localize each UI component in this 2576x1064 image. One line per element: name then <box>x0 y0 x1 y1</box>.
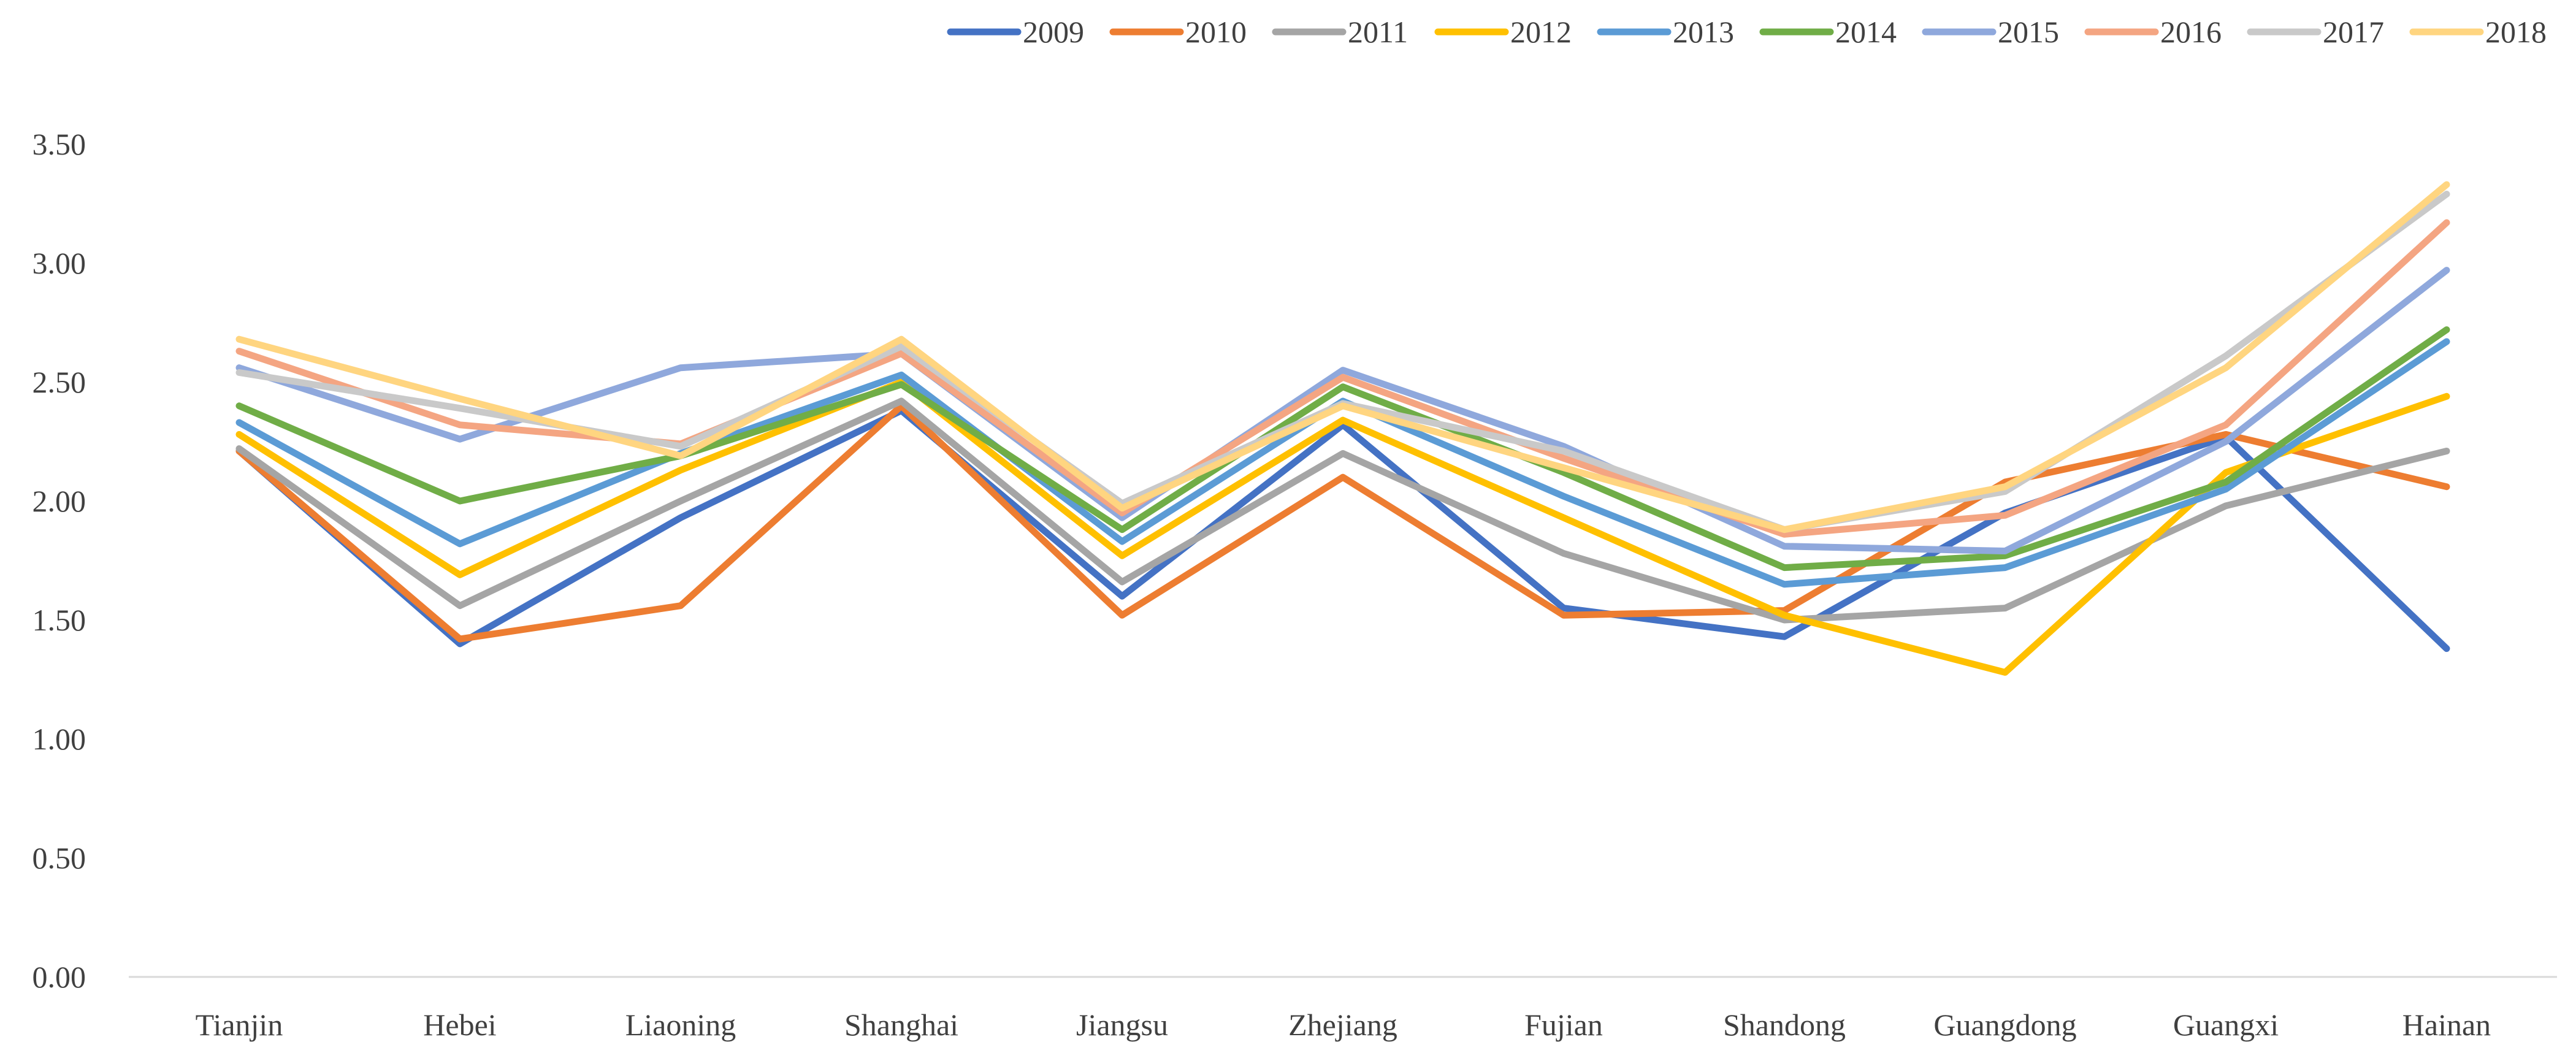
x-tick-label: Fujian <box>1524 1008 1603 1042</box>
x-tick-label: Liaoning <box>625 1008 736 1042</box>
y-tick-label: 2.50 <box>32 365 86 399</box>
series-line-2015 <box>235 267 2450 554</box>
y-tick-label: 0.00 <box>32 960 86 994</box>
x-tick-label: Guangdong <box>1933 1008 2076 1042</box>
legend-label-2009: 2009 <box>1023 15 1084 49</box>
axis-layer: 0.00 0.50 1.00 1.50 2.00 2.50 3.00 3.50 Tianjin H… <box>32 127 2557 1042</box>
legend-label-2011: 2011 <box>1348 15 1408 49</box>
series-line-2010 <box>235 402 2450 643</box>
legend-label-2018: 2018 <box>2485 15 2547 49</box>
y-tick-label: 1.50 <box>32 603 86 637</box>
x-tick-label: Guangxi <box>2173 1008 2279 1042</box>
x-tick-label: Shandong <box>1723 1008 1846 1042</box>
legend-label-2015: 2015 <box>1998 15 2059 49</box>
series-layer <box>235 181 2450 676</box>
x-tick-label: Zhejiang <box>1288 1008 1397 1042</box>
series-line-2014 <box>235 326 2450 572</box>
x-tick-label: Shanghai <box>844 1008 958 1042</box>
series-line-2016 <box>235 219 2450 538</box>
series-line-2018 <box>235 181 2450 534</box>
y-tick-label: 3.00 <box>32 246 86 280</box>
legend-label-2012: 2012 <box>1510 15 1572 49</box>
legend-label-2016: 2016 <box>2160 15 2222 49</box>
y-tick-label: 3.50 <box>32 127 86 161</box>
x-tick-label: Tianjin <box>196 1008 283 1042</box>
legend-label-2017: 2017 <box>2323 15 2384 49</box>
x-tick-label: Hebei <box>423 1008 496 1042</box>
y-tick-label: 2.00 <box>32 484 86 518</box>
y-tick-label: 0.50 <box>32 841 86 875</box>
legend-label-2010: 2010 <box>1185 15 1247 49</box>
x-tick-label: Jiangsu <box>1076 1008 1168 1042</box>
x-tick-label: Hainan <box>2402 1008 2491 1042</box>
legend: 2009 2010 2011 2012 2013 2014 2015 2016 2017 2018 <box>947 15 2547 49</box>
legend-label-2013: 2013 <box>1673 15 1734 49</box>
legend-label-2014: 2014 <box>1835 15 1897 49</box>
series-line-2012 <box>235 378 2450 676</box>
series-line-2011 <box>235 397 2450 624</box>
y-tick-label: 1.00 <box>32 722 86 756</box>
